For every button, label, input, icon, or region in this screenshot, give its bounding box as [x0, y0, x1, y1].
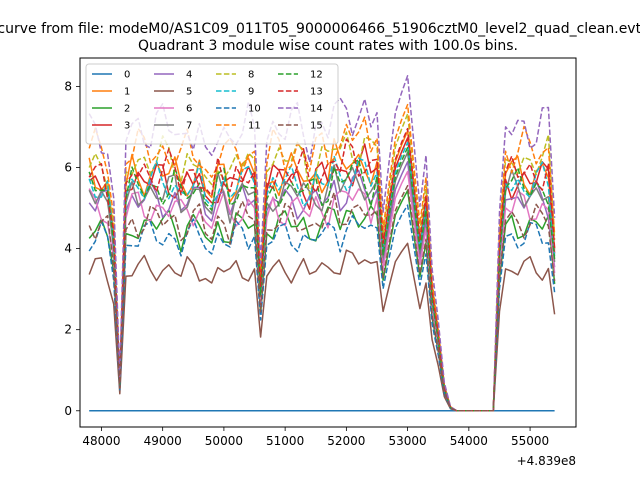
- legend-label-9: 9: [248, 87, 254, 98]
- y-tick-label: 8: [64, 79, 72, 93]
- legend-label-4: 4: [186, 70, 192, 81]
- legend-label-1: 1: [124, 87, 130, 98]
- x-offset-label: +4.839e8: [517, 454, 576, 468]
- figure-suptitle: Light curve from file: modeM0/AS1C09_011…: [0, 21, 640, 37]
- series-layer: [88, 75, 556, 412]
- y-tick-label: 4: [64, 242, 72, 256]
- legend-label-7: 7: [186, 121, 192, 132]
- x-axis: 48000 49000 50000 51000 52000 53000 54000 55000: [82, 427, 549, 448]
- legend-frame: [85, 63, 339, 145]
- x-tick-label: 50000: [205, 434, 243, 448]
- legend-label-3: 3: [124, 121, 130, 132]
- legend-label-12: 12: [310, 70, 323, 81]
- x-tick-label: 54000: [450, 434, 488, 448]
- x-tick-label: 49000: [144, 434, 182, 448]
- plot-area-frame: [79, 57, 577, 428]
- legend-label-14: 14: [310, 104, 323, 115]
- x-tick-label: 53000: [389, 434, 427, 448]
- legend-label-8: 8: [248, 70, 254, 81]
- x-tick-label: 55000: [511, 434, 549, 448]
- legend-label-2: 2: [124, 104, 130, 115]
- y-tick-label: 6: [64, 160, 72, 174]
- x-tick-label: 52000: [327, 434, 365, 448]
- x-tick-label: 48000: [82, 434, 120, 448]
- y-tick-label: 2: [64, 323, 72, 337]
- series-line-15: [88, 184, 556, 412]
- legend-label-5: 5: [186, 87, 192, 98]
- legend-label-0: 0: [124, 70, 130, 81]
- y-axis: 0 2 4 6 8: [64, 79, 80, 418]
- legend-label-10: 10: [248, 104, 261, 115]
- x-tick-label: 51000: [266, 434, 304, 448]
- legend-label-15: 15: [310, 121, 323, 132]
- chart-title: Quadrant 3 module wise count rates with …: [138, 38, 518, 54]
- y-tick-label: 0: [64, 404, 72, 418]
- legend-label-13: 13: [310, 87, 323, 98]
- legend-label-11: 11: [248, 121, 261, 132]
- legend-label-6: 6: [186, 104, 192, 115]
